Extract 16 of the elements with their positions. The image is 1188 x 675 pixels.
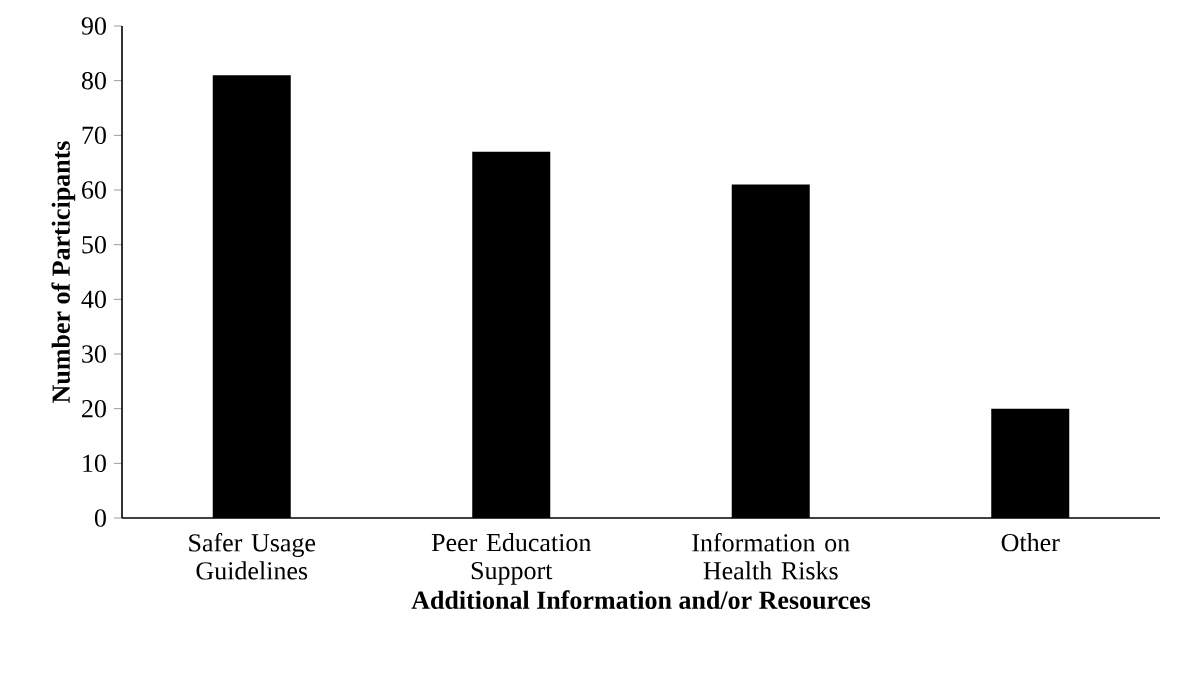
y-tick-label: 50 <box>82 235 106 254</box>
y-axis-title: Number of Participants <box>51 141 76 403</box>
y-tick-label: 90 <box>81 17 106 35</box>
y-tick-label: 70 <box>82 126 106 145</box>
y-tick-label: 40 <box>81 290 106 309</box>
y-tick-label: 10 <box>83 454 106 473</box>
x-tick-label: Safer Usage Guidelines <box>189 533 316 580</box>
y-tick-label: 20 <box>82 399 106 418</box>
x-tick-label: Other <box>1001 533 1060 552</box>
x-tick-label: Information on Health Risks <box>692 533 850 580</box>
y-tick-label: 80 <box>81 71 106 90</box>
x-axis-title: Additional Information and/or Resources <box>411 590 871 609</box>
y-tick-label: 0 <box>94 509 106 527</box>
y-tick-label: 30 <box>82 345 106 363</box>
x-tick-label: Peer Education Support <box>431 533 592 585</box>
y-tick-label: 60 <box>82 181 106 199</box>
